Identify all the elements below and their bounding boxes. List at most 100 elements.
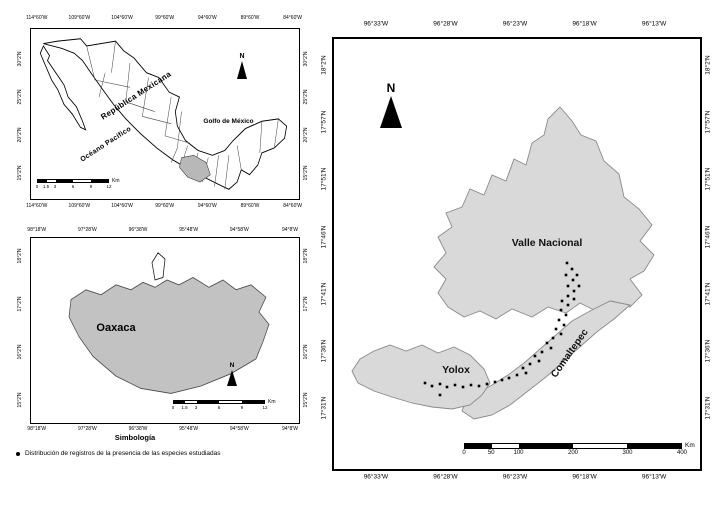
mexico-axis-top: 114°60'W 109°60'W 104°60'W 99°60'W 94°60'W 89… (26, 13, 302, 22)
scalebar-segment (73, 180, 91, 182)
tick-label: 16°2'N (17, 344, 23, 360)
tick-label: 104°60'W (111, 202, 133, 209)
record-point (477, 384, 481, 388)
scalebar-label: 9 (240, 405, 244, 410)
tick-label: 99°60'W (155, 202, 175, 209)
record-point (566, 303, 570, 307)
tick-label: 17°36'N (704, 339, 712, 363)
record-point (423, 381, 427, 385)
scalebar-segment (46, 180, 56, 182)
legend-title: Simbología (114, 433, 156, 442)
tick-label: 114°60'W (26, 14, 48, 21)
tick-label: 15°2'N (17, 392, 23, 408)
tick-label: 17°46'N (704, 225, 712, 249)
oaxaca-north-arrow: N (227, 362, 237, 386)
legend: Simbología Distribución de registros de … (0, 433, 316, 503)
tick-label: 17°2'N (303, 296, 309, 312)
tick-label: 96°13'W (641, 20, 667, 28)
record-point (507, 376, 511, 380)
record-point (572, 297, 576, 301)
detail-north-arrow: N (380, 81, 402, 128)
tick-label: 99°60'W (155, 14, 175, 21)
tick-label: 96°18'W (572, 473, 597, 481)
region-valle-nacional-shape (433, 106, 655, 320)
scalebar-label: 300 (622, 450, 633, 456)
record-point (485, 382, 489, 386)
record-point (566, 294, 570, 298)
tick-label: 94°58'W (229, 226, 249, 233)
record-point (453, 383, 457, 387)
tick-label: 114°60'W (26, 202, 48, 209)
municipalities-map: Valle Nacional Yolox Comaltepec (351, 106, 655, 420)
label-golfo-de-mexico: Golfo de México (203, 118, 254, 125)
detail-axis-bottom: 96°33'W 96°28'W 96°23'W 96°18'W 96°13'W (332, 471, 698, 483)
region-comaltepec-shape (461, 300, 631, 420)
record-point (545, 341, 549, 345)
tick-label: 17°41'N (704, 282, 712, 306)
scalebar-segment (519, 444, 573, 448)
tick-label: 89°60'W (240, 14, 260, 21)
tick-label: 94°60'W (197, 14, 217, 21)
tick-label: 20°2'N (303, 127, 309, 142)
tick-label: 17°51'N (320, 167, 328, 191)
tick-label: 96°28'W (433, 20, 458, 28)
record-point (521, 366, 525, 370)
record-point (572, 289, 576, 293)
tick-label: 17°46'N (320, 225, 328, 249)
oaxaca-scalebar: Km 0 1.5 3 6 9 12 (172, 399, 276, 410)
record-point (515, 373, 519, 377)
tick-label: 96°33'W (363, 473, 389, 481)
record-point (562, 323, 566, 327)
tick-label: 96°38'W (128, 226, 148, 233)
record-point (566, 284, 570, 288)
tick-label: 96°13'W (641, 473, 667, 481)
detail-axis-left: 18°2'N 17°57'N 17°51'N 17°46'N 17°41'N 17°36'… (318, 37, 330, 467)
scalebar-bar (37, 179, 109, 183)
oaxaca-highlight-shape (179, 154, 211, 183)
tick-label: 96°28'W (433, 473, 458, 481)
mexico-outline-map (39, 38, 288, 190)
tick-label: 15°2'N (303, 165, 309, 180)
record-point (560, 299, 564, 303)
oaxaca-map-panel: 98°18'W 97°28'W 96°38'W 95°48'W 94°58'W 94°8'… (0, 225, 316, 433)
scalebar-label: 0 (171, 405, 175, 410)
scalebar-label: 400 (676, 450, 688, 456)
label-oaxaca: Oaxaca (96, 322, 136, 334)
record-point (564, 313, 568, 317)
tick-label: 18°2'N (303, 248, 309, 263)
record-point (493, 380, 497, 384)
scalebar-bar (464, 443, 682, 449)
record-point (438, 393, 442, 397)
oaxaca-axis-right: 18°2'N 17°2'N 16°2'N 15°2'N (301, 237, 311, 422)
mexico-axis-right: 30°2'N 25°2'N 20°2'N 15°2'N (301, 28, 311, 198)
record-point (469, 383, 473, 387)
tick-label: 94°8'W (281, 425, 298, 432)
region-yolox-shape (351, 344, 491, 410)
km-label: Km (112, 178, 120, 184)
scalebar-label: 100 (513, 450, 524, 456)
detail-axis-right: 18°2'N 17°57'N 17°51'N 17°46'N 17°41'N 17°36'… (702, 37, 714, 467)
label-yolox: Yolox (442, 364, 470, 376)
tick-label: 96°33'W (363, 20, 389, 28)
tick-label: 96°18'W (572, 20, 597, 28)
label-valle-nacional: Valle Nacional (512, 237, 583, 249)
scalebar-label: 0 (35, 184, 39, 189)
tick-label: 94°8'W (281, 226, 298, 233)
record-point (565, 261, 569, 265)
scalebar-label: 6 (71, 184, 75, 189)
record-point (549, 346, 553, 350)
baja-california-shape (39, 45, 87, 131)
study-area-marker (151, 252, 166, 281)
record-point (533, 354, 537, 358)
oaxaca-axis-top: 98°18'W 97°28'W 96°38'W 95°48'W 94°58'W 94°8'… (27, 225, 298, 234)
tick-label: 20°2'N (17, 127, 23, 142)
detail-map-frame: Valle Nacional Yolox Comaltepec N Km 0 50… (332, 37, 702, 471)
tick-label: 17°41'N (320, 282, 328, 306)
mexico-map-panel: 114°60'W 109°60'W 104°60'W 99°60'W 94°60'W 89… (0, 0, 316, 225)
scalebar-label: 0 (462, 450, 466, 456)
scalebar-segment (185, 401, 197, 403)
mexico-map-frame: República Mexicana Golfo de México Océan… (30, 28, 300, 200)
record-point (430, 384, 434, 388)
record-point (461, 385, 465, 389)
north-arrow-icon (237, 61, 247, 79)
